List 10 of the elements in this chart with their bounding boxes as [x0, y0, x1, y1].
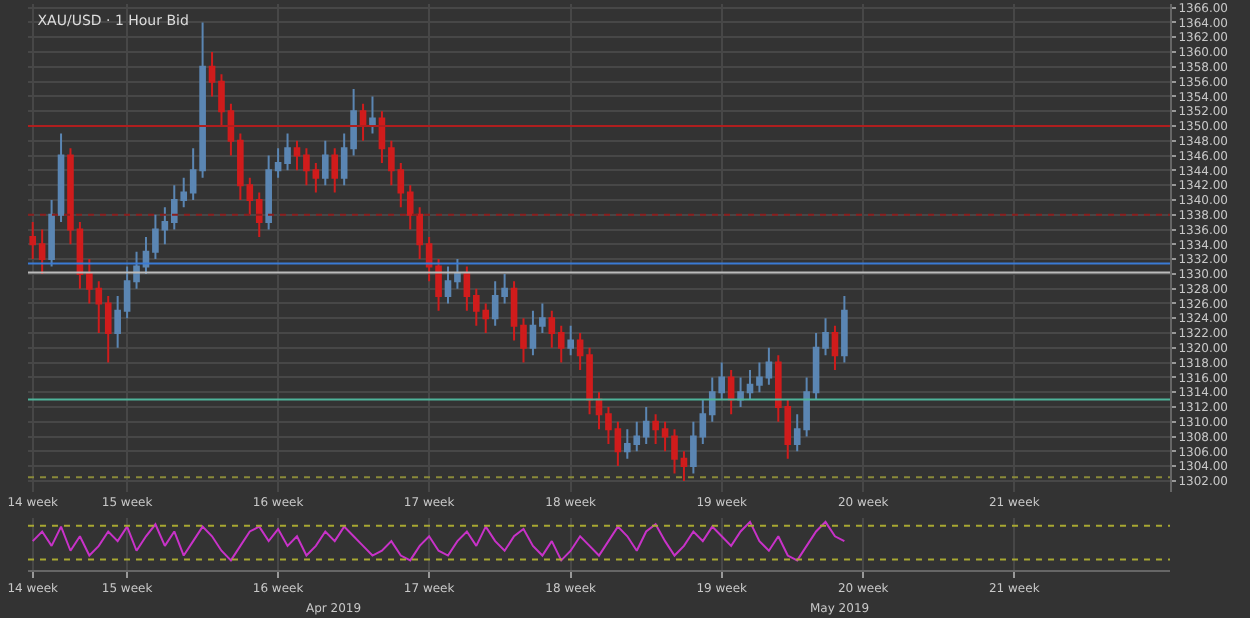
candlestick [727, 369, 735, 416]
candlestick [841, 295, 848, 364]
candlestick [831, 324, 839, 371]
candlestick [567, 324, 574, 357]
candlestick [359, 102, 367, 142]
candlestick [321, 139, 329, 187]
candlestick [369, 95, 376, 135]
candlestick [57, 132, 65, 224]
candlestick [331, 147, 339, 194]
candlestick [48, 198, 55, 268]
